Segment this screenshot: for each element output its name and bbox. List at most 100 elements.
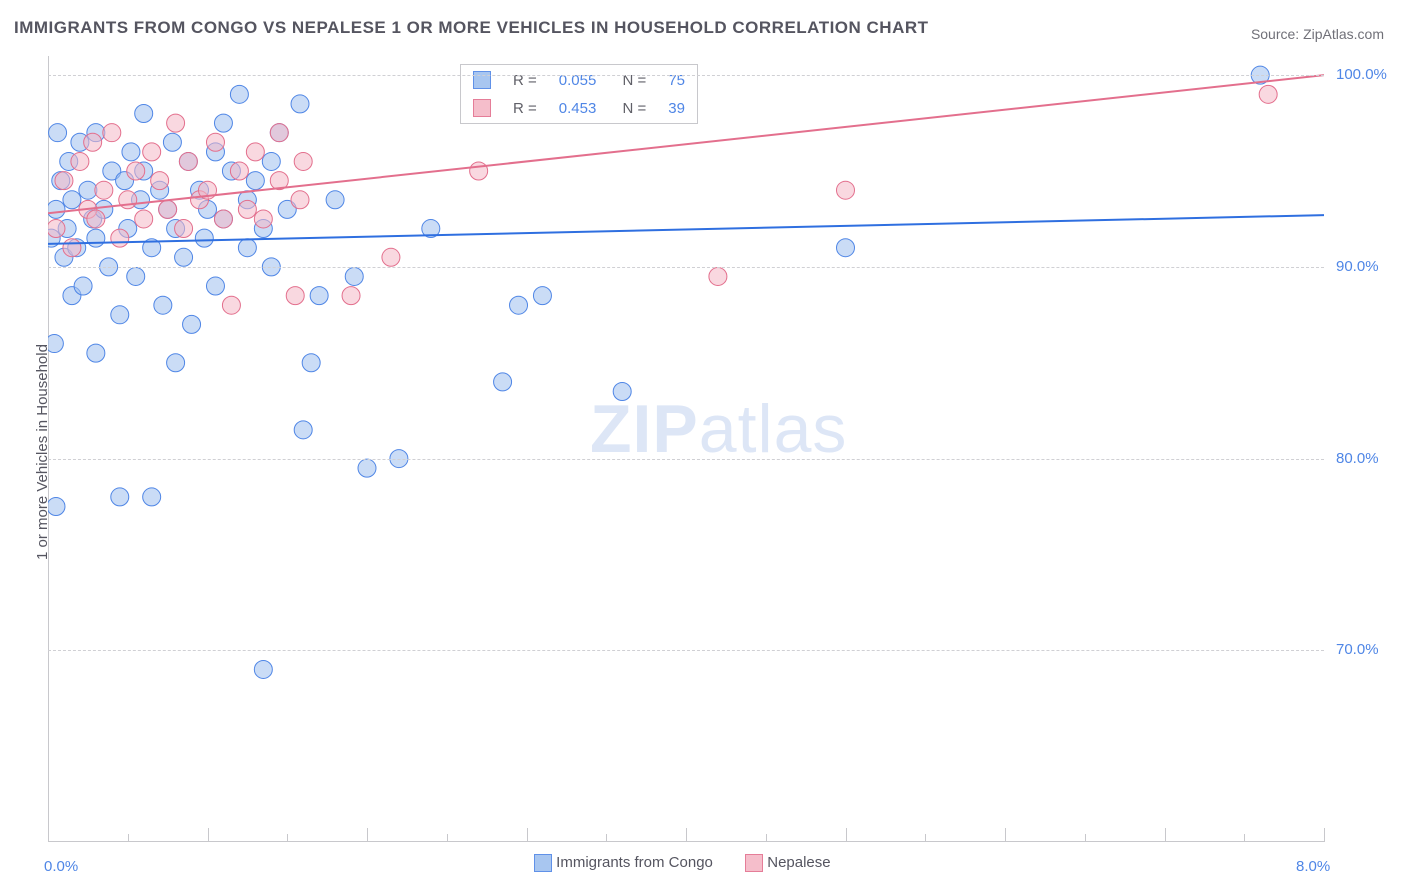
data-point-congo xyxy=(87,344,105,362)
data-point-nepalese xyxy=(246,143,264,161)
data-point-congo xyxy=(214,114,232,132)
data-point-nepalese xyxy=(294,152,312,170)
data-point-congo xyxy=(48,335,63,353)
data-point-nepalese xyxy=(270,124,288,142)
data-point-nepalese xyxy=(159,200,177,218)
data-point-congo xyxy=(246,172,264,190)
data-point-congo xyxy=(87,229,105,247)
y-tick-label: 100.0% xyxy=(1336,66,1387,83)
nepalese-n: 39 xyxy=(658,95,695,121)
data-point-congo xyxy=(154,296,172,314)
data-point-congo xyxy=(837,239,855,257)
x-tick-minor xyxy=(1244,834,1245,842)
data-point-nepalese xyxy=(111,229,129,247)
data-point-congo xyxy=(302,354,320,372)
data-point-nepalese xyxy=(87,210,105,228)
data-point-congo xyxy=(533,287,551,305)
y-tick-label: 90.0% xyxy=(1336,258,1379,275)
swatch-congo xyxy=(473,71,491,89)
gridline xyxy=(48,650,1324,651)
legend-row-congo: R = 0.055 N = 75 xyxy=(463,67,695,93)
data-point-nepalese xyxy=(95,181,113,199)
x-tick-minor xyxy=(128,834,129,842)
x-tick-minor xyxy=(1085,834,1086,842)
x-tick-major xyxy=(686,828,687,842)
data-point-congo xyxy=(294,421,312,439)
data-point-nepalese xyxy=(63,239,81,257)
data-point-congo xyxy=(291,95,309,113)
data-point-congo xyxy=(74,277,92,295)
x-min-label: 0.0% xyxy=(44,858,78,875)
source-label: Source: ZipAtlas.com xyxy=(1251,26,1384,42)
swatch-congo-bottom xyxy=(534,854,552,872)
x-tick-major xyxy=(527,828,528,842)
x-tick-major xyxy=(846,828,847,842)
data-point-congo xyxy=(345,267,363,285)
data-point-nepalese xyxy=(382,248,400,266)
swatch-nepalese-bottom xyxy=(745,854,763,872)
data-point-congo xyxy=(175,248,193,266)
top-legend: R = 0.055 N = 75 R = 0.453 N = 39 xyxy=(460,64,698,124)
data-point-congo xyxy=(238,239,256,257)
data-point-congo xyxy=(230,85,248,103)
data-point-nepalese xyxy=(254,210,272,228)
nepalese-r: 0.453 xyxy=(549,95,607,121)
data-point-congo xyxy=(262,152,280,170)
data-point-nepalese xyxy=(342,287,360,305)
data-point-nepalese xyxy=(470,162,488,180)
x-tick-major xyxy=(367,828,368,842)
regression-line-congo xyxy=(48,215,1324,244)
data-point-congo xyxy=(195,229,213,247)
x-tick-minor xyxy=(606,834,607,842)
data-point-nepalese xyxy=(127,162,145,180)
data-point-congo xyxy=(111,306,129,324)
data-point-nepalese xyxy=(179,152,197,170)
data-point-congo xyxy=(111,488,129,506)
x-tick-minor xyxy=(287,834,288,842)
x-tick-minor xyxy=(766,834,767,842)
chart-svg xyxy=(48,56,1324,842)
data-point-nepalese xyxy=(222,296,240,314)
data-point-nepalese xyxy=(1259,85,1277,103)
x-tick-major xyxy=(1005,828,1006,842)
data-point-nepalese xyxy=(103,124,121,142)
data-point-nepalese xyxy=(135,210,153,228)
data-point-nepalese xyxy=(709,267,727,285)
data-point-nepalese xyxy=(48,220,65,238)
data-point-congo xyxy=(48,498,65,516)
data-point-congo xyxy=(167,354,185,372)
data-point-nepalese xyxy=(214,210,232,228)
bottom-legend: Immigrants from Congo Nepalese xyxy=(520,854,845,872)
data-point-congo xyxy=(49,124,67,142)
data-point-congo xyxy=(613,382,631,400)
x-tick-major xyxy=(1324,828,1325,842)
data-point-congo xyxy=(183,315,201,333)
data-point-congo xyxy=(127,267,145,285)
data-point-congo xyxy=(310,287,328,305)
data-point-nepalese xyxy=(175,220,193,238)
data-point-nepalese xyxy=(286,287,304,305)
data-point-nepalese xyxy=(143,143,161,161)
gridline xyxy=(48,267,1324,268)
data-point-congo xyxy=(326,191,344,209)
data-point-congo xyxy=(48,200,65,218)
data-point-congo xyxy=(122,143,140,161)
data-point-congo xyxy=(358,459,376,477)
congo-r: 0.055 xyxy=(549,67,607,93)
legend-row-nepalese: R = 0.453 N = 39 xyxy=(463,95,695,121)
data-point-nepalese xyxy=(837,181,855,199)
x-tick-minor xyxy=(925,834,926,842)
legend-nepalese-label: Nepalese xyxy=(767,854,830,871)
data-point-nepalese xyxy=(55,172,73,190)
legend-congo-label: Immigrants from Congo xyxy=(556,854,713,871)
data-point-nepalese xyxy=(230,162,248,180)
data-point-nepalese xyxy=(84,133,102,151)
data-point-nepalese xyxy=(167,114,185,132)
data-point-congo xyxy=(206,277,224,295)
data-point-nepalese xyxy=(206,133,224,151)
data-point-nepalese xyxy=(71,152,89,170)
data-point-congo xyxy=(63,191,81,209)
data-point-congo xyxy=(254,660,272,678)
y-tick-label: 80.0% xyxy=(1336,450,1379,467)
x-max-label: 8.0% xyxy=(1296,858,1330,875)
